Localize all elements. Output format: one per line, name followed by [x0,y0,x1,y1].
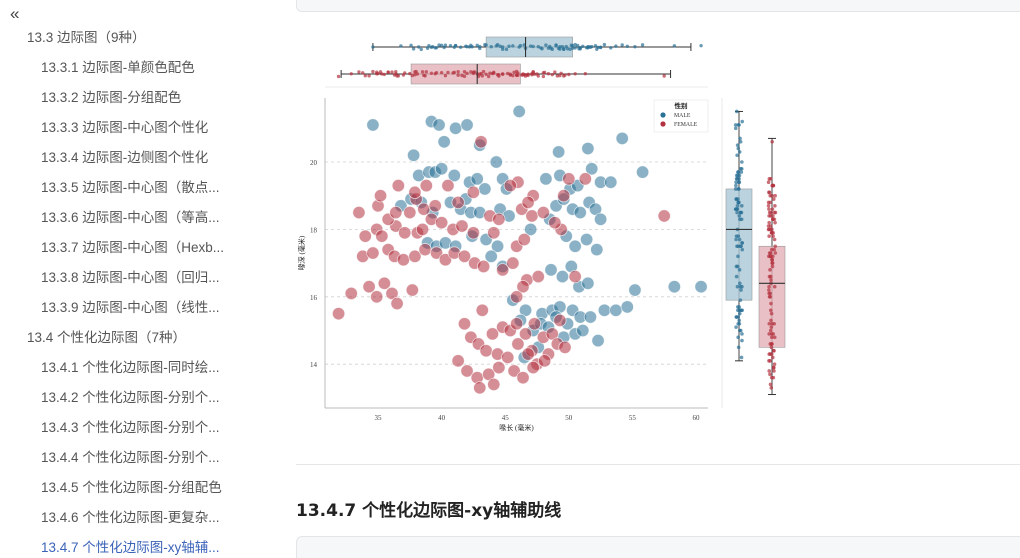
divider [296,464,1020,465]
marginal-x-boxplots [325,36,708,88]
x-tick-label: 45 [502,414,510,422]
y-axis-label: 喙深 (毫米) [297,235,306,270]
toc-item[interactable]: 13.3.7 边际图-中心图（Hexb... [41,240,225,255]
toc-item[interactable]: 13.4.6 个性化边际图-更复杂... [41,510,220,525]
x-axis-label: 喙长 (毫米) [499,423,534,432]
scatter-axes: 14 16 18 20 35 40 45 50 55 60 喙长 (毫米) 喙深 (毫米) [297,98,708,432]
legend-label: MALE [674,113,691,119]
main-content: 14 16 18 20 35 40 45 50 55 60 喙长 (毫米) 喙深 (毫米) 性别 MALE… [296,0,1020,558]
toc-item[interactable]: 13.3.3 边际图-中心图个性化 [41,120,209,135]
toc-item[interactable]: 13.4.4 个性化边际图-分别个... [41,450,220,465]
legend: 性别 MALE FEMALE [653,99,709,133]
toc-item[interactable]: 13.3.6 边际图-中心图（等高... [41,210,220,225]
toc-item[interactable]: 13.3 边际图（9种） [27,30,146,45]
toc-item[interactable]: 13.4.2 个性化边际图-分别个... [41,390,220,405]
marginal-y-boxplots [721,98,786,408]
toc-item[interactable]: 13.3.1 边际图-单颜色配色 [41,60,195,75]
y-tick-label: 14 [310,361,318,369]
scatter-series-female [331,135,671,395]
y-tick-label: 16 [310,294,318,302]
toc-item[interactable]: 13.4 个性化边际图（7种） [27,330,187,345]
toc-item[interactable]: 13.4.7 个性化边际图-xy轴辅... [41,540,220,555]
x-tick-label: 60 [693,414,701,422]
code-block[interactable] [296,536,1020,558]
toc-item[interactable]: 13.3.8 边际图-中心图（回归... [41,270,220,285]
code-block[interactable] [296,0,1020,12]
collapse-sidebar-icon[interactable]: « [10,4,19,23]
marginal-plot-figure: 14 16 18 20 35 40 45 50 55 60 喙长 (毫米) 喙深 (毫米) 性别 MALE… [296,30,816,440]
y-tick-label: 18 [310,226,318,234]
legend-marker-icon [660,112,666,118]
legend-label: FEMALE [674,122,698,128]
marginal-plot-chart: 14 16 18 20 35 40 45 50 55 60 喙长 (毫米) 喙深 (毫米) 性别 MALE… [297,36,786,432]
section-title: 13.4.7 个性化边际图-xy轴辅助线 [296,501,562,521]
x-tick-label: 35 [375,414,383,422]
toc-item[interactable]: 13.4.1 个性化边际图-同时绘... [41,360,220,375]
toc-item[interactable]: 13.3.4 边际图-边侧图个性化 [41,150,209,165]
legend-title: 性别 [675,101,689,110]
toc-item[interactable]: 13.3.9 边际图-中心图（线性... [41,300,220,315]
legend-marker-icon [660,121,666,127]
toc-item[interactable]: 13.4.3 个性化边际图-分别个... [41,420,220,435]
x-tick-label: 50 [565,414,573,422]
toc-item[interactable]: 13.4.5 个性化边际图-分组配色 [41,480,222,495]
x-tick-label: 55 [629,414,637,422]
toc-item[interactable]: 13.3.2 边际图-分组配色 [41,90,182,105]
y-tick-label: 20 [310,159,318,167]
x-tick-label: 40 [438,414,446,422]
toc-item[interactable]: 13.3.5 边际图-中心图（散点... [41,180,220,195]
sidebar-toc: « 13.3 边际图（9种） 13.3.1 边际图-单颜色配色 13.3.2 边际图… [0,0,268,558]
